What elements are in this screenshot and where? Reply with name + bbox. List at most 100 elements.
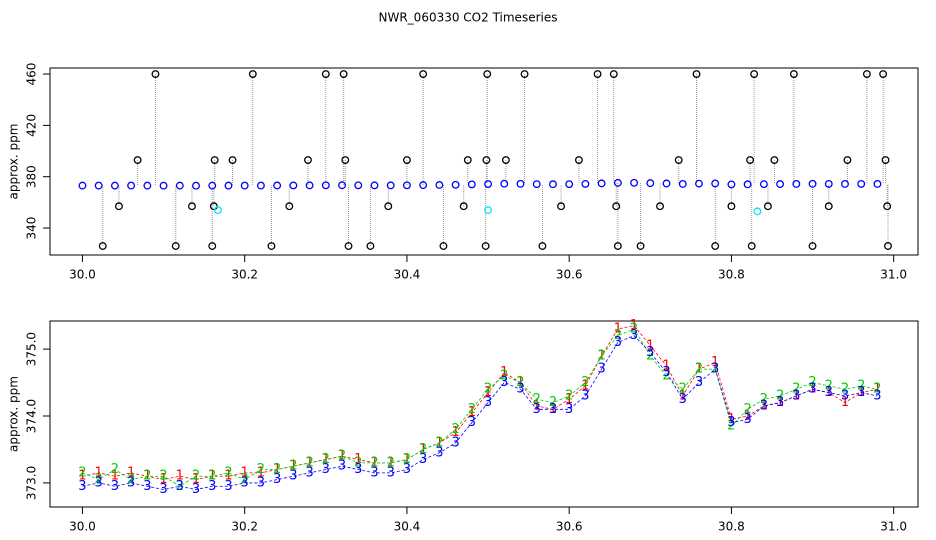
point-marker: 3 [370, 465, 378, 480]
point-marker: 1 [614, 322, 622, 337]
point [228, 156, 237, 164]
point-marker: 3 [354, 462, 362, 477]
point [354, 181, 363, 190]
point-marker: 3 [597, 362, 605, 377]
point-marker: 3 [451, 435, 459, 450]
point [285, 202, 294, 211]
point-marker: 2 [338, 449, 346, 464]
point-marker: 3 [516, 382, 524, 397]
point-marker: 1 [549, 402, 557, 417]
point-marker: 3 [857, 385, 865, 400]
point-marker: 1 [630, 318, 638, 333]
point [213, 206, 222, 215]
point [770, 156, 779, 164]
point-marker: 2 [533, 392, 541, 407]
point [824, 202, 833, 211]
point [483, 70, 492, 78]
point-marker: 3 [776, 395, 784, 410]
point [240, 181, 249, 190]
point [267, 242, 276, 250]
point [482, 156, 491, 164]
point-marker: 2 [403, 452, 411, 467]
point [159, 181, 168, 190]
x-tick-label: 30.6 [556, 520, 583, 534]
point [750, 70, 759, 78]
point-marker: 2 [597, 348, 605, 363]
point [171, 242, 180, 250]
point [484, 180, 493, 188]
point-marker: 1 [744, 409, 752, 424]
point-marker: 3 [841, 388, 849, 403]
point [419, 70, 428, 78]
point-marker: 1 [192, 472, 200, 487]
x-tick-label: 31.0 [880, 268, 907, 282]
point-marker: 2 [370, 455, 378, 470]
point-marker: 3 [630, 328, 638, 343]
point-marker: 2 [744, 402, 752, 417]
point-marker: 3 [565, 402, 573, 417]
point [143, 181, 152, 190]
point-marker: 2 [695, 362, 703, 377]
point [746, 156, 755, 164]
chart-title: NWR_060330 CO2 Timeseries [379, 11, 558, 25]
point-marker: 1 [581, 378, 589, 393]
point-marker: 3 [95, 475, 103, 490]
point [808, 179, 817, 188]
point-marker: 2 [257, 462, 265, 477]
point-marker: 1 [727, 412, 735, 427]
point-marker: 2 [500, 368, 508, 383]
point-marker: 2 [468, 402, 476, 417]
point [481, 242, 490, 250]
point [188, 202, 196, 211]
point-marker: 3 [338, 459, 346, 474]
x-tick-label: 30.8 [718, 520, 745, 534]
point-marker: 1 [354, 452, 362, 467]
point [366, 242, 375, 250]
point [565, 180, 574, 189]
point-marker: 1 [176, 469, 184, 484]
point-marker: 3 [792, 388, 800, 403]
point-marker: 2 [760, 392, 768, 407]
point [192, 181, 200, 190]
point-marker: 1 [565, 392, 573, 407]
point-marker: 1 [711, 355, 719, 370]
point-marker: 2 [387, 455, 395, 470]
point-marker: 1 [533, 398, 541, 413]
point [759, 180, 768, 189]
point-marker: 2 [792, 382, 800, 397]
point-marker: 3 [484, 395, 492, 410]
point-marker: 2 [873, 382, 881, 397]
point [636, 242, 645, 250]
point [763, 202, 772, 211]
point-marker: 3 [289, 469, 297, 484]
y-tick-label: 374.0 [25, 399, 39, 433]
point [500, 179, 509, 188]
x-tick-label: 30.8 [718, 268, 745, 282]
point-marker: 3 [695, 375, 703, 390]
point-marker: 2 [322, 452, 330, 467]
point [402, 156, 411, 164]
point-marker: 1 [500, 365, 508, 380]
point [520, 70, 529, 78]
point-marker: 3 [679, 392, 687, 407]
point [484, 206, 493, 215]
point-marker: 1 [338, 449, 346, 464]
point-marker: 3 [257, 475, 265, 490]
point [339, 70, 348, 78]
x-tick-label: 30.0 [69, 520, 96, 534]
point-marker: 1 [646, 338, 654, 353]
point-marker: 2 [289, 459, 297, 474]
point-marker: 2 [808, 375, 816, 390]
x-tick-label: 30.2 [231, 520, 258, 534]
point-marker: 1 [95, 465, 103, 480]
point [516, 179, 525, 188]
point-marker: 3 [403, 462, 411, 477]
series-line [82, 325, 878, 480]
point [386, 181, 395, 190]
x-tick-label: 31.0 [880, 520, 907, 534]
y-tick-label: 420 [24, 114, 38, 137]
point-marker: 1 [419, 442, 427, 457]
point [463, 156, 472, 164]
point [662, 179, 671, 188]
point [435, 181, 444, 189]
